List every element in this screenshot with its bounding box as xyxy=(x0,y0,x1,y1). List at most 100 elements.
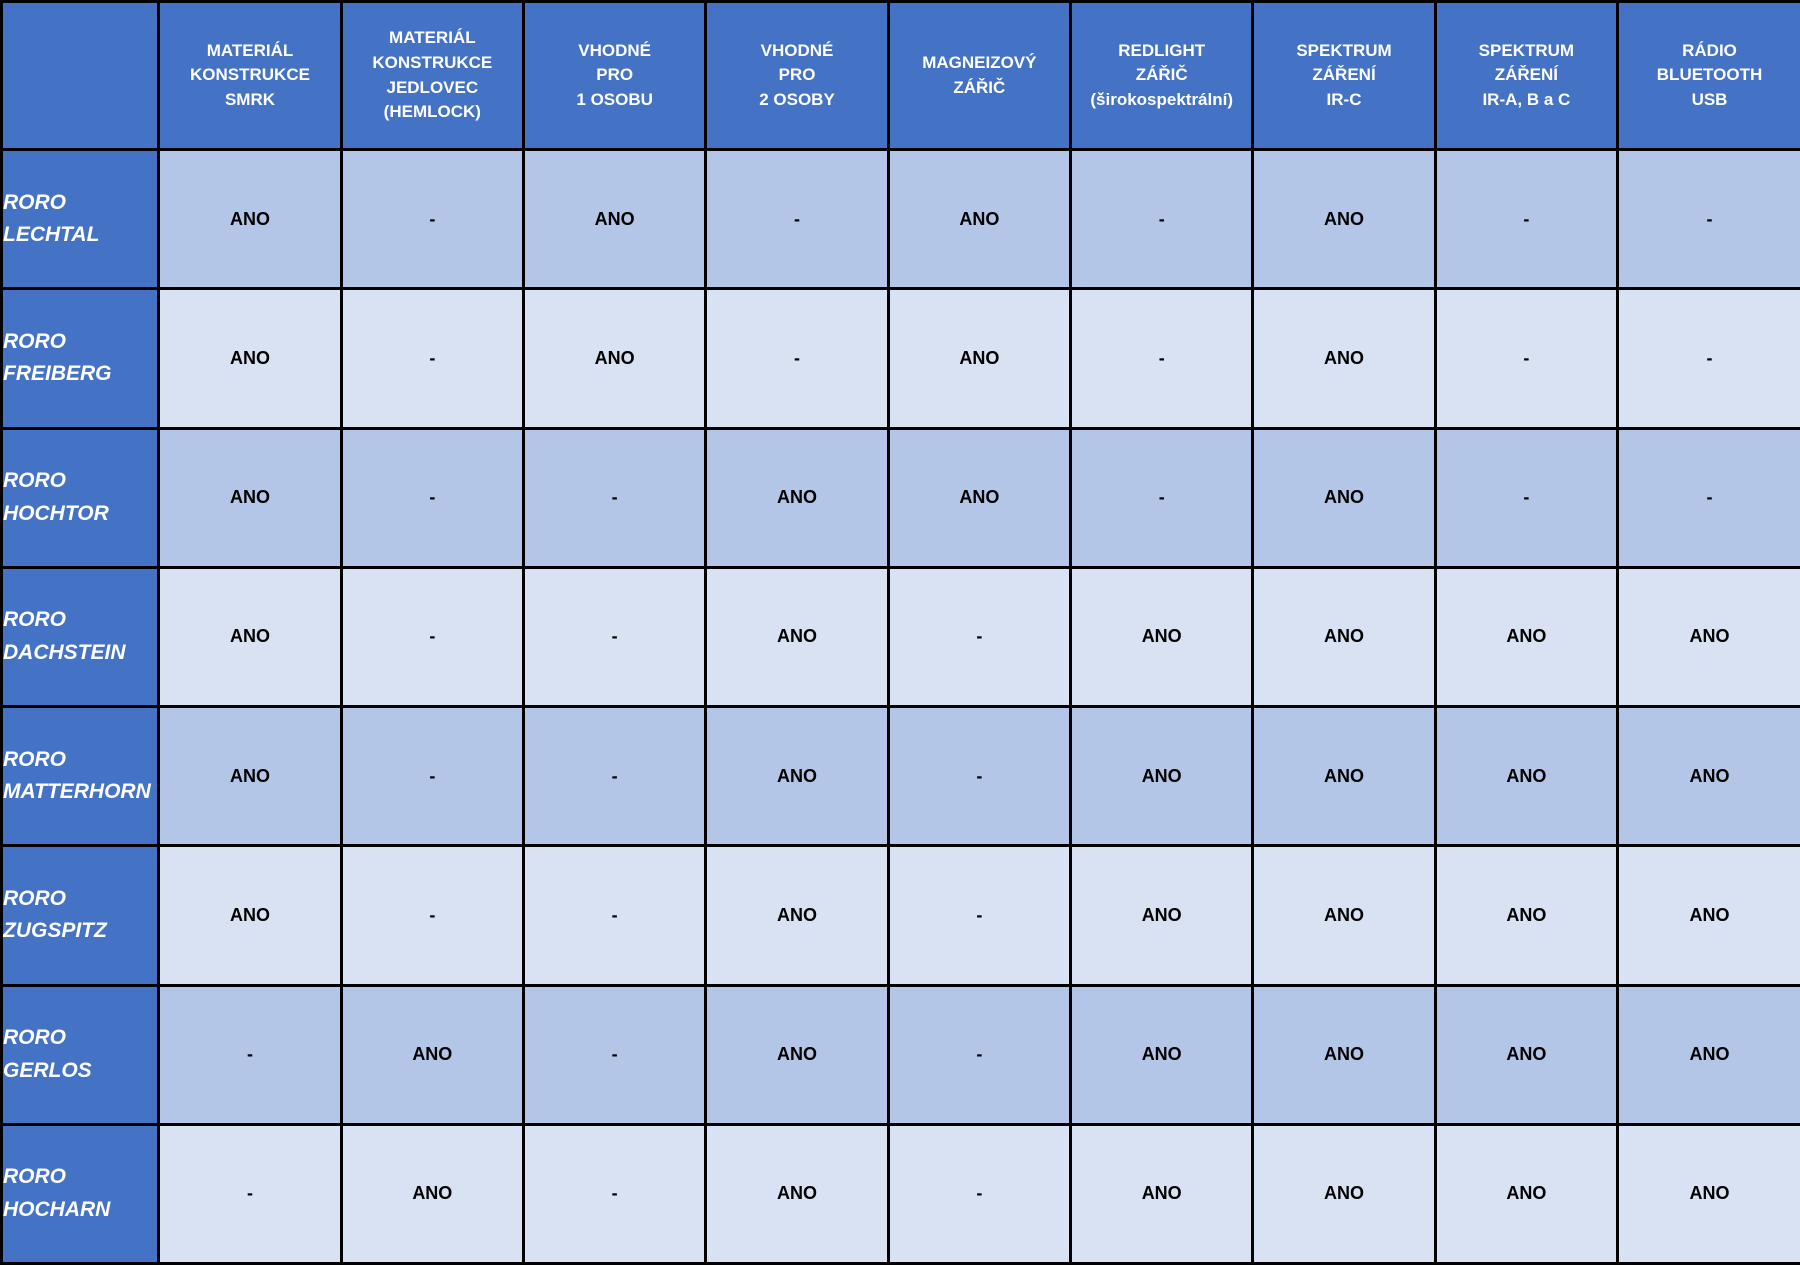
table-cell: - xyxy=(886,844,1073,987)
row-header: RORO GERLOS xyxy=(0,983,161,1126)
table-cell: - xyxy=(339,147,525,291)
table-cell: - xyxy=(886,704,1073,848)
table-cell: ANO xyxy=(886,147,1073,291)
column-header-1-person: VHODNÉ PRO 1 OSOBU xyxy=(521,0,708,151)
table-cell: - xyxy=(886,983,1073,1126)
row-header: RORO LECHTAL xyxy=(0,147,161,291)
table-cell: ANO xyxy=(1251,426,1437,569)
column-header-material-hemlock: MATERIÁL KONSTRUKCE JEDLOVEC (HEMLOCK) xyxy=(339,0,525,151)
table-cell: ANO xyxy=(704,426,890,569)
column-header-radio-bluetooth-usb: RÁDIO BLUETOOTH USB xyxy=(1616,0,1800,151)
row-header: RORO ZUGSPITZ xyxy=(0,844,161,987)
column-header-spectrum-ir-abc: SPEKTRUM ZÁŘENÍ IR-A, B a C xyxy=(1433,0,1620,151)
table-cell: - xyxy=(339,844,525,987)
table-cell: - xyxy=(886,1122,1073,1265)
column-header-2-persons: VHODNÉ PRO 2 OSOBY xyxy=(704,0,890,151)
table-cell: - xyxy=(1069,287,1255,430)
table-cell: - xyxy=(521,565,708,709)
table-cell: - xyxy=(339,565,525,709)
table-cell: ANO xyxy=(1616,565,1800,709)
table-cell: ANO xyxy=(1251,844,1437,987)
table-row-matterhorn: RORO MATTERHORN ANO - - ANO - ANO ANO AN… xyxy=(0,704,1800,848)
table-cell: - xyxy=(1069,426,1255,569)
table-cell: ANO xyxy=(1069,983,1255,1126)
row-header: RORO MATTERHORN xyxy=(0,704,161,848)
table-cell: - xyxy=(1616,426,1800,569)
table-cell: - xyxy=(1433,287,1620,430)
table-cell: ANO xyxy=(339,983,525,1126)
table-cell: ANO xyxy=(886,426,1073,569)
table-cell: ANO xyxy=(1433,983,1620,1126)
table-cell: ANO xyxy=(1251,704,1437,848)
table-cell: ANO xyxy=(1616,1122,1800,1265)
table-cell: ANO xyxy=(1251,287,1437,430)
table-cell: - xyxy=(339,287,525,430)
corner-cell xyxy=(0,0,161,151)
table-row-lechtal: RORO LECHTAL ANO - ANO - ANO - ANO - - xyxy=(0,147,1800,291)
table-cell: ANO xyxy=(1616,844,1800,987)
table-cell: ANO xyxy=(1069,704,1255,848)
table-cell: - xyxy=(1433,147,1620,291)
table-cell: ANO xyxy=(1433,844,1620,987)
table-cell: - xyxy=(521,426,708,569)
table-cell: ANO xyxy=(157,565,343,709)
table-cell: ANO xyxy=(1616,983,1800,1126)
table-cell: ANO xyxy=(521,287,708,430)
table-cell: ANO xyxy=(1251,983,1437,1126)
table-cell: ANO xyxy=(1251,1122,1437,1265)
table-cell: ANO xyxy=(1069,1122,1255,1265)
table-cell: ANO xyxy=(157,426,343,569)
table-cell: ANO xyxy=(1069,844,1255,987)
table-cell: ANO xyxy=(1433,704,1620,848)
table-cell: - xyxy=(1433,426,1620,569)
table-row-hochtor: RORO HOCHTOR ANO - - ANO ANO - ANO - - xyxy=(0,426,1800,569)
table-cell: - xyxy=(157,1122,343,1265)
table-cell: - xyxy=(1616,147,1800,291)
table-cell: - xyxy=(1616,287,1800,430)
table-cell: ANO xyxy=(157,704,343,848)
header-row: MATERIÁL KONSTRUKCE SMRK MATERIÁL KONSTR… xyxy=(0,0,1800,151)
table-cell: ANO xyxy=(1616,704,1800,848)
table-cell: ANO xyxy=(521,147,708,291)
table-cell: - xyxy=(521,983,708,1126)
table-cell: ANO xyxy=(886,287,1073,430)
column-header-material-smrk: MATERIÁL KONSTRUKCE SMRK xyxy=(157,0,343,151)
table-cell: ANO xyxy=(704,844,890,987)
table-cell: - xyxy=(1069,147,1255,291)
table-cell: - xyxy=(704,287,890,430)
table-row-dachstein: RORO DACHSTEIN ANO - - ANO - ANO ANO ANO… xyxy=(0,565,1800,709)
row-header: RORO HOCHTOR xyxy=(0,426,161,569)
table-cell: - xyxy=(886,565,1073,709)
table-cell: ANO xyxy=(339,1122,525,1265)
table-cell: ANO xyxy=(704,983,890,1126)
table-cell: - xyxy=(521,844,708,987)
table-cell: ANO xyxy=(704,1122,890,1265)
row-header: RORO HOCHARN xyxy=(0,1122,161,1265)
table-row-hocharn: RORO HOCHARN - ANO - ANO - ANO ANO ANO A… xyxy=(0,1122,1800,1265)
row-header: RORO FREIBERG xyxy=(0,287,161,430)
table-cell: ANO xyxy=(157,844,343,987)
table-cell: - xyxy=(521,1122,708,1265)
column-header-spectrum-ir-c: SPEKTRUM ZÁŘENÍ IR-C xyxy=(1251,0,1437,151)
table-cell: ANO xyxy=(1251,147,1437,291)
table-cell: - xyxy=(339,704,525,848)
table-cell: ANO xyxy=(1251,565,1437,709)
table-cell: ANO xyxy=(1069,565,1255,709)
table-cell: ANO xyxy=(157,147,343,291)
column-header-redlight-emitter: REDLIGHT ZÁŘIČ (širokospektrální) xyxy=(1069,0,1255,151)
table-body: RORO LECHTAL ANO - ANO - ANO - ANO - - R… xyxy=(0,147,1800,1265)
table-cell: ANO xyxy=(157,287,343,430)
table-cell: ANO xyxy=(1433,1122,1620,1265)
table-cell: - xyxy=(157,983,343,1126)
row-header: RORO DACHSTEIN xyxy=(0,565,161,709)
table-row-freiberg: RORO FREIBERG ANO - ANO - ANO - ANO - - xyxy=(0,287,1800,430)
table-cell: ANO xyxy=(1433,565,1620,709)
table-cell: - xyxy=(339,426,525,569)
table-row-gerlos: RORO GERLOS - ANO - ANO - ANO ANO ANO AN… xyxy=(0,983,1800,1126)
table-cell: - xyxy=(521,704,708,848)
table-cell: ANO xyxy=(704,704,890,848)
table-cell: - xyxy=(704,147,890,291)
table-cell: ANO xyxy=(704,565,890,709)
